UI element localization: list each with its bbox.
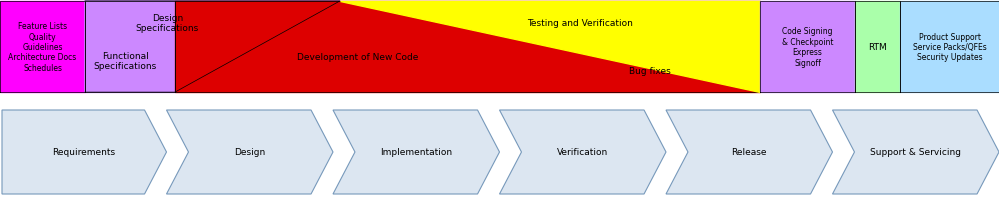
Text: Requirements: Requirements <box>52 148 115 157</box>
Text: Feature Lists
Quality
Guidelines
Architecture Docs
Schedules: Feature Lists Quality Guidelines Archite… <box>8 22 77 73</box>
Text: Testing and Verification: Testing and Verification <box>527 19 633 28</box>
Polygon shape <box>760 2 855 93</box>
Text: Verification: Verification <box>557 148 608 157</box>
Polygon shape <box>832 110 999 194</box>
Text: Code Signing
& Checkpoint
Express
Signoff: Code Signing & Checkpoint Express Signof… <box>782 27 833 67</box>
Text: Development of New Code: Development of New Code <box>297 52 419 61</box>
Polygon shape <box>340 2 760 93</box>
Text: Support & Servicing: Support & Servicing <box>870 148 961 157</box>
Polygon shape <box>333 110 500 194</box>
Polygon shape <box>2 110 167 194</box>
Polygon shape <box>167 110 333 194</box>
Polygon shape <box>175 2 760 93</box>
Polygon shape <box>85 2 175 93</box>
Polygon shape <box>900 2 999 93</box>
Polygon shape <box>666 110 832 194</box>
Polygon shape <box>500 110 666 194</box>
Polygon shape <box>0 2 85 93</box>
Text: Product Support
Service Packs/QFEs
Security Updates: Product Support Service Packs/QFEs Secur… <box>913 33 986 62</box>
Text: Bug fixes: Bug fixes <box>629 66 671 75</box>
Text: Design: Design <box>234 148 266 157</box>
Text: RTM: RTM <box>868 43 887 52</box>
Text: Functional
Specifications: Functional Specifications <box>93 52 157 71</box>
Text: Design
Specifications: Design Specifications <box>136 14 199 33</box>
Text: Implementation: Implementation <box>381 148 453 157</box>
Polygon shape <box>85 2 340 93</box>
Text: Release: Release <box>731 148 767 157</box>
Polygon shape <box>855 2 900 93</box>
